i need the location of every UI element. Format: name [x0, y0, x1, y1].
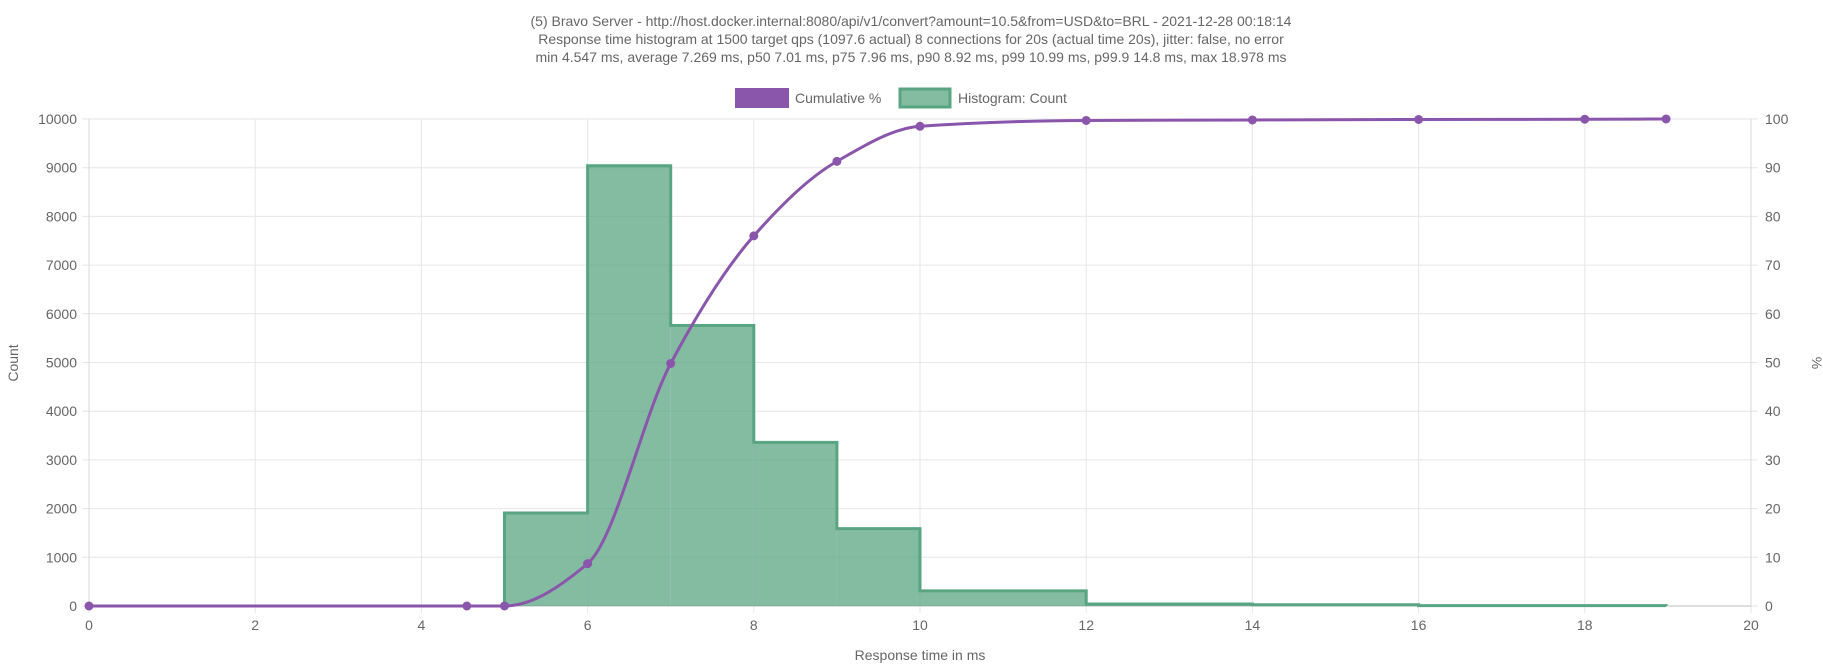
- x-tick-label: 20: [1743, 617, 1759, 633]
- y2-tick-label: 30: [1765, 452, 1781, 468]
- cumulative-point: [1580, 114, 1590, 124]
- y-tick-label: 6000: [46, 306, 77, 322]
- y-tick-label: 10000: [38, 111, 77, 127]
- y2-tick-label: 90: [1765, 160, 1781, 176]
- chart-title-line-2: Response time histogram at 1500 target q…: [538, 31, 1284, 47]
- x-tick-label: 8: [750, 617, 758, 633]
- cumulative-line: [89, 117, 1667, 608]
- y2-tick-label: 20: [1765, 501, 1781, 517]
- y-tick-label: 8000: [46, 208, 77, 224]
- x-tick-label: 16: [1411, 617, 1427, 633]
- y2-tick-label: 60: [1765, 306, 1781, 322]
- legend-label-histogram: Histogram: Count: [958, 90, 1067, 106]
- x-tick-label: 2: [251, 617, 259, 633]
- cumulative-point: [84, 601, 94, 611]
- cumulative-point: [832, 156, 842, 166]
- y2-tick-label: 100: [1765, 111, 1789, 127]
- x-tick-label: 6: [584, 617, 592, 633]
- y-tick-label: 4000: [46, 403, 77, 419]
- chart-title-line-1: (5) Bravo Server - http://host.docker.in…: [531, 13, 1292, 29]
- y-tick-label: 0: [69, 598, 77, 614]
- cumulative-point: [749, 231, 759, 241]
- y-tick-label: 2000: [46, 501, 77, 517]
- histogram-outline: [89, 164, 1668, 608]
- chart-title-line-3: min 4.547 ms, average 7.269 ms, p50 7.01…: [536, 49, 1287, 65]
- y2-tick-label: 70: [1765, 257, 1781, 273]
- histogram-bar: [504, 512, 588, 606]
- cumulative-point: [500, 601, 509, 611]
- x-tick-label: 18: [1577, 617, 1593, 633]
- y-axis-left-ticks: 0 1000 2000 3000 4000 5000 6000 7000 8000 9000 100…: [38, 111, 77, 614]
- histogram-bar: [587, 165, 671, 606]
- y-tick-label: 3000: [46, 452, 77, 468]
- y-tick-label: 5000: [46, 355, 77, 371]
- y-tick-label: 1000: [46, 549, 77, 565]
- y2-tick-label: 50: [1765, 355, 1781, 371]
- x-tick-label: 12: [1078, 617, 1094, 633]
- y2-tick-label: 0: [1765, 598, 1773, 614]
- cumulative-point: [1661, 114, 1671, 124]
- legend-item-histogram[interactable]: Histogram: Count: [898, 87, 1067, 109]
- cumulative-point: [1081, 115, 1091, 125]
- y-axis-left-title: Count: [5, 344, 21, 381]
- cumulative-point: [1414, 114, 1424, 124]
- x-tick-label: 4: [418, 617, 426, 633]
- histogram-bar: [670, 325, 754, 606]
- y-tick-label: 7000: [46, 257, 77, 273]
- cumulative-point: [1247, 115, 1257, 125]
- histogram-series: [89, 164, 1668, 608]
- y2-tick-label: 10: [1765, 549, 1781, 565]
- y-tick-label: 9000: [46, 160, 77, 176]
- cumulative-point: [915, 121, 925, 131]
- histogram-bar: [836, 528, 920, 606]
- legend-swatch-histogram: [898, 87, 952, 109]
- y2-tick-label: 80: [1765, 208, 1781, 224]
- x-tick-label: 0: [85, 617, 93, 633]
- y-axis-right-title: %: [1809, 357, 1823, 369]
- x-tick-label: 14: [1245, 617, 1261, 633]
- y-axis-right-ticks: 0 10 20 30 40 50 60 70 80 90 100: [1765, 111, 1789, 614]
- histogram-bar: [753, 442, 837, 606]
- x-tick-label: 10: [912, 617, 928, 633]
- y2-tick-label: 40: [1765, 403, 1781, 419]
- cumulative-point: [583, 559, 593, 569]
- legend: Cumulative % Histogram: Count: [735, 87, 1067, 109]
- cumulative-series: [84, 114, 1671, 611]
- legend-swatch-cumulative: [735, 88, 789, 108]
- legend-label-cumulative: Cumulative %: [795, 90, 881, 106]
- cumulative-point: [462, 601, 472, 611]
- x-axis-title: Response time in ms: [855, 647, 986, 663]
- cumulative-point: [666, 358, 676, 368]
- x-axis-ticks: 0 2 4 6 8 10 12 14 16 18 20: [85, 617, 1759, 633]
- histogram-bar: [920, 590, 1087, 606]
- chart-title: (5) Bravo Server - http://host.docker.in…: [531, 13, 1292, 65]
- legend-item-cumulative[interactable]: Cumulative %: [735, 88, 881, 108]
